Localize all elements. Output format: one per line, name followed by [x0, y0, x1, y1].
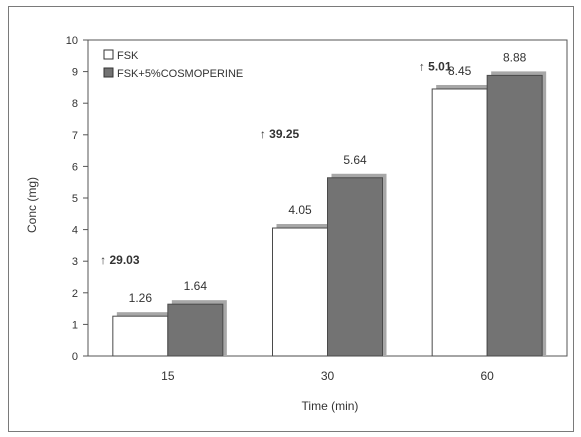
data-label: 1.26	[129, 291, 153, 305]
y-tick-label: 3	[72, 256, 78, 268]
data-label: 5.64	[343, 153, 367, 167]
bar-fsk-cosmoperine-15	[167, 303, 224, 357]
bars	[112, 71, 547, 357]
y-tick-label: 7	[72, 130, 78, 142]
y-axis-title: Conc (mg)	[25, 177, 39, 233]
data-label: 1.64	[184, 279, 208, 293]
y-tick-label: 10	[66, 35, 78, 47]
annotations: ↑ 29.03 ↑ 39.25 ↑ 5.01	[100, 59, 452, 267]
bar-fsk-cosmoperine-60	[486, 74, 543, 357]
y-tick-label: 5	[72, 193, 78, 205]
bar-fsk-15	[112, 315, 169, 357]
legend-swatch-fsk	[103, 49, 114, 60]
increase-annotation: ↑ 5.01	[419, 59, 452, 73]
bar-fsk-60	[431, 88, 488, 357]
legend-swatch-fsk-cosmoperine	[103, 67, 114, 78]
y-tick-label: 1	[72, 319, 78, 331]
y-tick-label: 4	[72, 225, 78, 237]
data-label: 8.45	[448, 64, 472, 78]
y-tick-label: 0	[72, 351, 78, 363]
legend-label-fsk-cosmoperine: FSK+5%COSMOPERINE	[117, 68, 243, 80]
x-tick-label: 15	[161, 369, 175, 383]
data-label: 4.05	[288, 203, 312, 217]
data-label: 8.88	[503, 50, 527, 64]
legend: FSK FSK+5%COSMOPERINE	[103, 49, 243, 80]
y-axis: 0 1 2 3 4 5 6 7 8 9 10	[66, 35, 88, 363]
legend-label-fsk: FSK	[117, 50, 139, 62]
bar-fsk-cosmoperine-30	[327, 177, 383, 357]
increase-annotation: ↑ 39.25	[260, 127, 300, 141]
data-labels: 1.26 1.64 4.05 5.64 8.45 8.88	[129, 50, 527, 305]
y-tick-label: 2	[72, 288, 78, 300]
y-tick-label: 9	[72, 67, 78, 79]
x-axis: 15 30 60	[161, 369, 494, 383]
x-tick-label: 60	[480, 369, 494, 383]
y-tick-label: 8	[72, 98, 78, 110]
x-axis-title: Time (min)	[302, 399, 359, 413]
increase-annotation: ↑ 29.03	[100, 253, 140, 267]
x-tick-label: 30	[321, 369, 335, 383]
y-tick-label: 6	[72, 161, 78, 173]
bar-fsk-30	[272, 227, 328, 357]
